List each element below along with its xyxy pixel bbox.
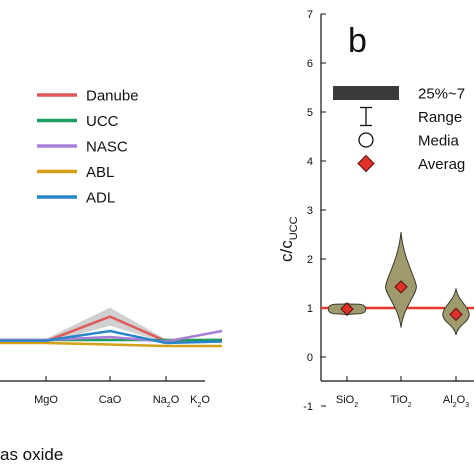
legend-label: Range: [418, 109, 462, 126]
legend-item-nasc: NASC: [37, 139, 128, 156]
legend-item-abl: ABL: [37, 164, 114, 181]
series-line-adl: [0, 329, 223, 345]
x-tick-label: MgO: [34, 394, 58, 406]
violin-tio2: [385, 232, 417, 328]
series-line-abl: [0, 341, 222, 348]
panel-a-bands: [0, 307, 222, 344]
legend-label: UCC: [86, 113, 119, 130]
series-band-danube: [0, 307, 222, 344]
legend-label: Averag: [418, 156, 465, 173]
y-tick-label: 5: [307, 107, 313, 119]
average-marker-tio2: [394, 280, 408, 294]
panel-b-x-ticks: [346, 376, 457, 381]
y-tick-label: 3: [307, 205, 313, 217]
x-tick-label: Na2O: [153, 394, 180, 409]
legend-label: ADL: [86, 190, 115, 207]
legend-item-ucc: UCC: [37, 113, 119, 130]
legend-label: NASC: [86, 139, 128, 156]
y-tick-label: 0: [307, 352, 313, 364]
legend-box-icon: [333, 86, 399, 100]
x-tick-label: Al2O3: [443, 394, 469, 409]
y-tick-label: 6: [307, 58, 313, 70]
panel-b-legend: 25%~7 Range Media Averag: [333, 86, 465, 173]
x-tick-label: K2O: [190, 394, 210, 409]
x-tick-label: CaO: [99, 394, 122, 406]
y-tick-label: 4: [307, 156, 313, 168]
panel-a: MgO CaO Na2O K2O as oxide Danube UCC NASC ABL A…: [0, 88, 223, 464]
average-marker-al2o3: [449, 307, 463, 322]
legend-label: 25%~7: [418, 86, 465, 103]
x-tick-label: TiO2: [390, 394, 411, 409]
panel-b-violins: [327, 232, 470, 336]
x-tick-label: SiO2: [336, 394, 358, 409]
legend-item-diamond: Averag: [357, 154, 465, 173]
panel-b-y-ticks: -1 0 1 2 3 4 5 6 7: [303, 9, 326, 413]
legend-item-box: 25%~7: [333, 86, 465, 103]
panel-b: -1 0 1 2 3 4 5 6 7 SiO2 TiO2 Al2O3 b c/cUCC 25%~7 R…: [277, 9, 474, 413]
panel-a-x-axis-title: as oxide: [0, 445, 63, 464]
legend-item-circle: Media: [358, 132, 460, 150]
panel-a-legend: Danube UCC NASC ABL ADL: [37, 88, 139, 207]
average-marker-sio2: [340, 302, 354, 316]
panel-b-x-tick-labels: SiO2 TiO2 Al2O3: [336, 394, 469, 409]
y-tick-label: 1: [307, 303, 313, 315]
panel-b-letter: b: [348, 22, 367, 60]
legend-item-adl: ADL: [37, 190, 115, 207]
legend-circle-icon: [358, 132, 374, 148]
panel-a-x-ticks: [45, 376, 167, 381]
y-tick-label: -1: [303, 401, 313, 413]
legend-item-range: Range: [360, 106, 462, 127]
legend-label: ABL: [86, 164, 114, 181]
legend-label: Danube: [86, 88, 139, 105]
legend-label: Media: [418, 133, 460, 150]
y-tick-label: 7: [307, 9, 313, 21]
panel-a-tick-labels: MgO CaO Na2O K2O: [34, 394, 210, 409]
legend-item-danube: Danube: [37, 88, 139, 105]
legend-diamond-icon: [357, 154, 375, 173]
panel-a-series-lines: [0, 315, 223, 348]
y-tick-label: 2: [307, 254, 313, 266]
panel-b-y-axis-title: c/cUCC: [277, 216, 300, 262]
